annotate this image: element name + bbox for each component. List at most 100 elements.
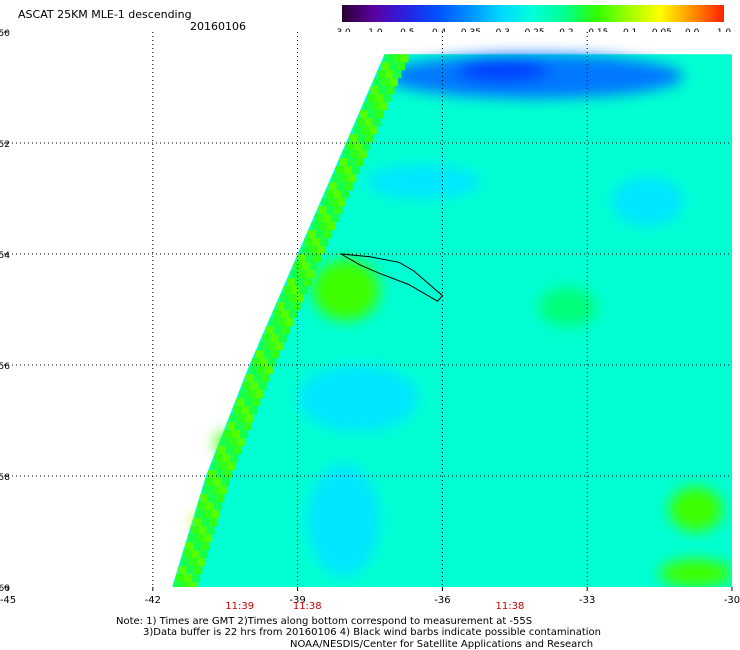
edge-pixel [239,390,248,399]
edge-pixel [314,214,323,223]
edge-pixel [400,54,409,63]
edge-pixel [224,470,233,479]
edge-pixel [307,230,316,239]
edge-pixel [291,286,300,295]
edge-pixel [360,110,369,119]
edge-pixel [176,574,185,583]
edge-pixel [216,470,225,479]
edge-pixel [236,398,245,407]
time-label: 11:38 [293,601,322,612]
edge-pixel [343,166,352,175]
edge-pixel [358,150,367,159]
edge-pixel [266,326,275,335]
chart-date: 20160106 [190,20,246,33]
edge-pixel [370,86,379,95]
edge-pixel [248,366,257,375]
edge-pixel [213,478,222,487]
y-tick-label: -60 [0,584,10,594]
edge-pixel [289,310,298,319]
edge-pixel [325,190,334,199]
edge-pixel [202,486,211,495]
edge-pixel [195,510,204,519]
edge-pixel [347,158,356,167]
colorbar [342,5,724,22]
edge-pixel [241,406,250,415]
edge-pixel [227,462,236,471]
edge-pixel [337,198,346,207]
edge-pixel [219,462,228,471]
edge-pixel [242,382,251,391]
edge-pixel [211,462,220,471]
edge-pixel [292,302,301,311]
edge-pixel [206,526,215,535]
note-line-1: Note: 1) Times are GMT 2)Times along bot… [116,616,533,627]
edge-pixel [234,422,243,431]
edge-pixel [247,390,256,399]
y-tick-label: -54 [0,251,10,261]
edge-pixel [186,566,195,575]
edge-pixel [198,526,207,535]
field-region [312,259,380,321]
x-tick-label: -36 [434,595,450,606]
coastline-south-georgia [340,253,444,302]
edge-pixel [201,542,210,551]
edge-pixel [194,566,203,575]
edge-pixel [390,78,399,87]
edge-pixel [384,54,393,63]
edge-pixel [233,406,242,415]
grid-lines [8,32,732,587]
edge-pixel [326,206,335,215]
edge-pixel [231,430,240,439]
chart-title: ASCAT 25KM MLE-1 descending [18,8,192,21]
edge-pixel [340,174,349,183]
edge-pixel [211,510,220,519]
edge-pixel [369,126,378,135]
edge-pixel [246,414,255,423]
edge-pixel [371,102,380,111]
edge-pixel [281,310,290,319]
edge-pixel [389,62,398,71]
edge-pixel [204,534,213,543]
edge-pixel [276,302,285,311]
edge-pixel [244,398,253,407]
edge-pixel [346,142,355,151]
edge-pixel [374,78,383,87]
edge-pixel [296,294,305,303]
edge-pixel [192,574,201,583]
edge-pixel [210,486,219,495]
y-tick-label: -52 [0,140,10,150]
edge-pixel [310,262,319,271]
edge-pixel [318,206,327,215]
field-region [307,464,380,576]
edge-pixel [323,230,332,239]
edge-pixel [230,414,239,423]
edge-pixel [269,318,278,327]
edge-pixel [284,302,293,311]
edge-pixel [383,94,392,103]
edge-pixel [277,318,286,327]
edge-pixel [367,94,376,103]
edge-pixel [327,222,336,231]
edge-pixel [283,286,292,295]
edge-pixel [330,214,339,223]
edge-pixel [305,254,314,263]
edge-pixel [222,454,231,463]
x-tick-label: -30 [724,595,740,606]
edge-pixel [304,238,313,247]
y-tick-label: -56 [0,362,10,372]
edge-pixel [258,382,267,391]
edge-pixel [290,270,299,279]
edge-pixel [217,446,226,455]
edge-pixel [268,358,277,367]
edge-pixel [349,134,358,143]
edge-pixel [201,518,210,527]
edge-pixel [196,534,205,543]
time-label: 11:39 [225,601,254,612]
edge-pixel [218,486,227,495]
edge-pixel [294,262,303,271]
edge-pixel [208,470,217,479]
edge-pixel [236,438,245,447]
edge-pixel [242,422,251,431]
edge-pixel [256,366,265,375]
